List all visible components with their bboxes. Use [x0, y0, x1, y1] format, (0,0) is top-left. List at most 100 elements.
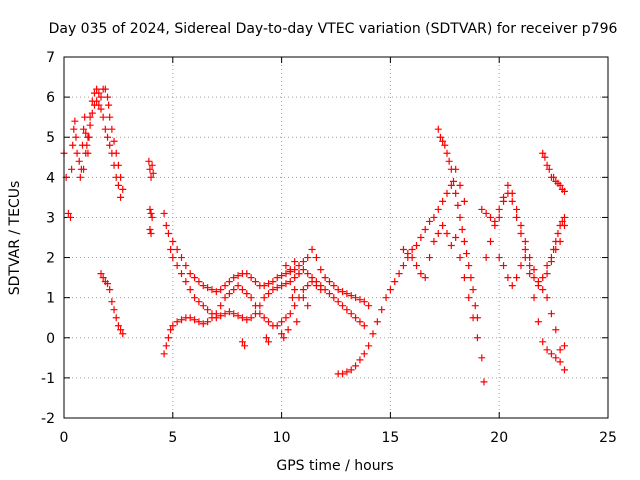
data-point	[238, 286, 246, 294]
series-main-middle-arc	[167, 246, 368, 330]
data-point	[447, 242, 455, 250]
data-point	[230, 310, 238, 318]
y-tick-label: 3	[46, 210, 55, 226]
data-point	[241, 342, 249, 350]
data-point	[186, 286, 194, 294]
data-point	[552, 326, 560, 334]
data-point	[146, 165, 154, 173]
plot-frame	[63, 56, 609, 419]
data-point	[160, 350, 168, 358]
data-point	[343, 290, 351, 298]
data-point	[482, 209, 490, 217]
data-point	[365, 302, 373, 310]
data-point	[71, 117, 79, 125]
data-point	[238, 314, 246, 322]
data-point	[439, 137, 447, 145]
data-point	[334, 298, 342, 306]
data-point	[543, 161, 551, 169]
data-point	[500, 262, 508, 270]
data-point	[463, 250, 471, 258]
data-point	[460, 197, 468, 205]
data-point	[217, 302, 225, 310]
data-point	[225, 290, 233, 298]
data-point	[269, 278, 277, 286]
data-point	[556, 221, 564, 229]
data-point	[286, 310, 294, 318]
data-point	[234, 282, 242, 290]
data-point	[456, 213, 464, 221]
data-point	[434, 229, 442, 237]
y-tick-label: -1	[41, 371, 55, 387]
data-point	[243, 290, 251, 298]
data-point	[110, 161, 118, 169]
data-point	[288, 294, 296, 302]
data-point	[256, 310, 264, 318]
data-point	[260, 282, 268, 290]
data-point	[225, 308, 233, 316]
y-tick-labels: -2 -1 0 1 2 3 4 5 6 7	[41, 50, 55, 427]
data-point	[84, 133, 92, 141]
data-point	[195, 318, 203, 326]
data-point	[539, 338, 547, 346]
data-point	[382, 294, 390, 302]
data-point	[106, 113, 114, 121]
data-point	[167, 326, 175, 334]
data-point	[147, 229, 155, 237]
x-tick-label: 0	[60, 430, 69, 446]
data-point	[162, 342, 170, 350]
series-scattered-midday	[238, 258, 312, 350]
data-point	[534, 318, 542, 326]
data-point	[251, 278, 259, 286]
y-tick-label: 5	[46, 130, 55, 146]
data-point	[508, 282, 516, 290]
data-point	[112, 173, 120, 181]
data-point	[447, 181, 455, 189]
data-point	[278, 282, 286, 290]
data-point	[262, 334, 270, 342]
data-point	[530, 274, 538, 282]
data-point	[558, 217, 566, 225]
data-point	[234, 312, 242, 320]
data-point	[293, 318, 301, 326]
data-point	[86, 113, 94, 121]
data-point	[467, 274, 475, 282]
data-point	[560, 366, 568, 374]
data-point	[295, 270, 303, 278]
data-point	[238, 338, 246, 346]
data-point	[88, 109, 96, 117]
data-point	[299, 258, 307, 266]
data-point	[73, 149, 81, 157]
data-point	[545, 165, 553, 173]
data-point	[95, 101, 103, 109]
y-tick-label: 0	[46, 331, 55, 347]
data-point	[68, 165, 76, 173]
data-point	[452, 189, 460, 197]
y-tick-label: -2	[41, 411, 55, 427]
series-evening-dip-arc	[334, 165, 468, 378]
data-point	[413, 242, 421, 250]
data-point	[182, 262, 190, 270]
data-point	[556, 181, 564, 189]
data-point	[97, 105, 105, 113]
series-hour4-cluster	[145, 157, 157, 237]
data-point	[321, 274, 329, 282]
data-point	[495, 213, 503, 221]
data-point	[69, 141, 77, 149]
data-point	[93, 97, 101, 105]
data-point	[299, 266, 307, 274]
data-point	[441, 141, 449, 149]
data-point	[304, 270, 312, 278]
data-point	[182, 278, 190, 286]
data-point	[234, 272, 242, 280]
data-point	[439, 197, 447, 205]
data-point	[378, 306, 386, 314]
data-point	[454, 201, 462, 209]
data-point	[304, 254, 312, 262]
data-point	[204, 318, 212, 326]
data-point	[560, 213, 568, 221]
data-point	[343, 306, 351, 314]
data-point	[282, 314, 290, 322]
data-point	[417, 270, 425, 278]
data-point	[547, 310, 555, 318]
